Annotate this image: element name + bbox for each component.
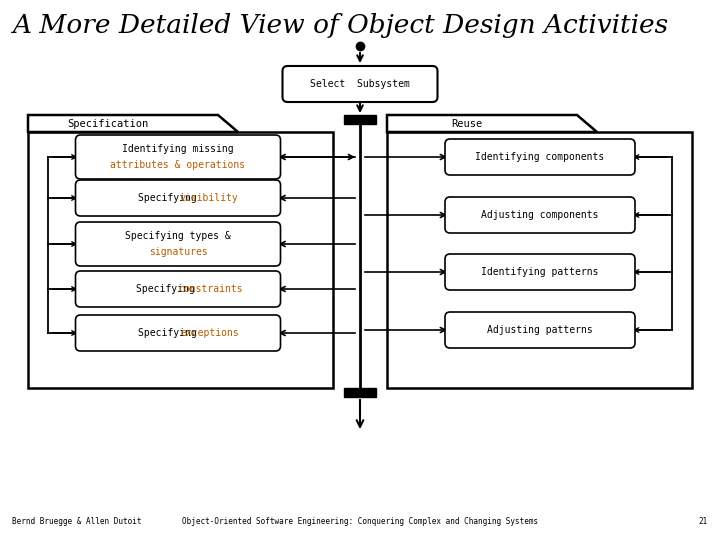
Text: Adjusting components: Adjusting components [481,210,599,220]
Text: 21: 21 [698,517,708,526]
Bar [344,388,376,397]
Text: Identifying components: Identifying components [475,152,605,162]
Text: Specifying: Specifying [135,284,200,294]
Bar [28,132,333,388]
Text: Reuse: Reuse [451,119,482,129]
Text: Adjusting patterns: Adjusting patterns [487,325,593,335]
Text: Specifying: Specifying [138,328,202,338]
Bar [387,132,692,388]
Text: Specification: Specification [68,119,148,129]
Text: Bernd Bruegge & Allen Dutoit: Bernd Bruegge & Allen Dutoit [12,517,142,526]
FancyBboxPatch shape [76,135,281,179]
Text: exceptions: exceptions [180,328,238,338]
Text: signatures: signatures [148,247,207,257]
FancyBboxPatch shape [445,139,635,175]
FancyBboxPatch shape [445,197,635,233]
Text: Identifying missing: Identifying missing [122,144,234,154]
Text: Specifying types &: Specifying types & [125,231,231,241]
FancyBboxPatch shape [282,66,438,102]
Text: Specifying: Specifying [138,193,202,203]
Text: Identifying patterns: Identifying patterns [481,267,599,277]
FancyBboxPatch shape [76,180,281,216]
Text: Object-Oriented Software Engineering: Conquering Complex and Changing Systems: Object-Oriented Software Engineering: Co… [182,517,538,526]
FancyBboxPatch shape [76,271,281,307]
Polygon shape [387,115,597,132]
Polygon shape [28,115,238,132]
Text: Select  Subsystem: Select Subsystem [310,79,410,89]
Text: visibility: visibility [180,193,238,203]
FancyBboxPatch shape [76,222,281,266]
FancyBboxPatch shape [445,312,635,348]
Bar [344,115,376,124]
Text: constraints: constraints [178,284,243,294]
Text: attributes & operations: attributes & operations [110,160,246,170]
FancyBboxPatch shape [76,315,281,351]
Text: A More Detailed View of Object Design Activities: A More Detailed View of Object Design Ac… [12,13,668,38]
FancyBboxPatch shape [445,254,635,290]
